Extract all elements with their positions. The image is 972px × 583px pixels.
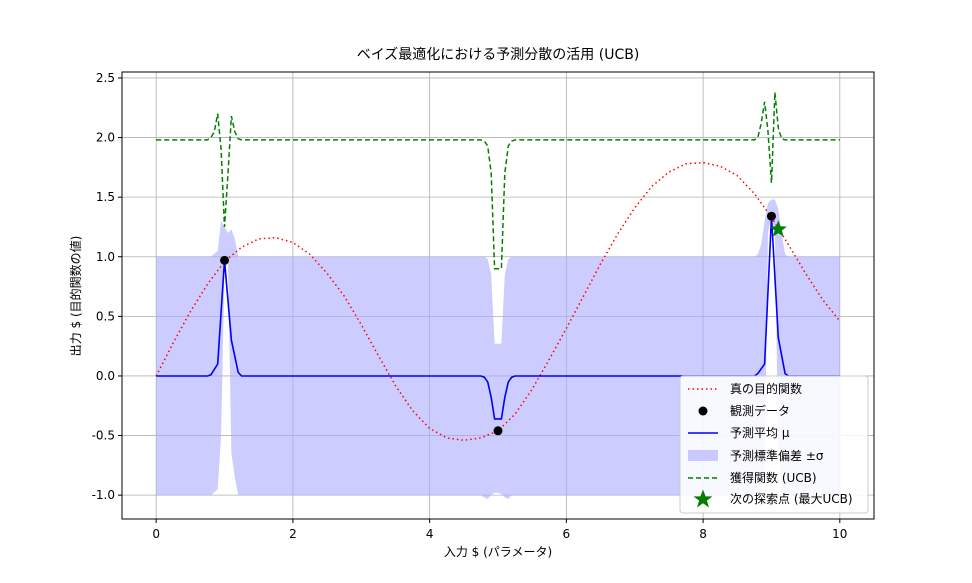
acquisition-ucb-line: [156, 92, 840, 270]
markers: [220, 211, 787, 436]
plot-area: [122, 72, 874, 519]
x-tick-label: 8: [699, 527, 707, 541]
x-tick-label: 2: [289, 527, 297, 541]
y-tick-label: 1.0: [96, 250, 115, 264]
chart-title: ベイズ最適化における予測分散の活用 (UCB): [357, 46, 640, 63]
legend-label-band: 予測標準偏差 ±σ: [730, 448, 824, 463]
x-tick-label: 4: [426, 527, 434, 541]
x-axis-ticks: 0 2 4 6 8 10: [152, 519, 847, 541]
legend-swatch-band: [688, 450, 718, 461]
observation-point: [766, 211, 776, 221]
observation-point: [493, 426, 503, 436]
y-tick-label: 1.5: [96, 190, 115, 204]
y-axis-ticks: -1.0 -0.5 0.0 0.5 1.0 1.5 2.0 2.5: [92, 71, 122, 502]
y-tick-label: -1.0: [92, 488, 115, 502]
next-point-star: [769, 220, 787, 237]
x-axis-label: 入力 $ (パラメータ): [444, 545, 552, 559]
x-tick-label: 0: [152, 527, 160, 541]
legend-label-next-point: 次の探索点 (最大UCB): [730, 492, 853, 506]
x-tick-label: 6: [563, 527, 571, 541]
y-tick-label: 2.5: [96, 71, 115, 85]
legend-box: [679, 375, 869, 514]
y-tick-label: 0.5: [96, 309, 115, 323]
legend-label-acquisition: 獲得関数 (UCB): [730, 470, 817, 485]
legend-label-true-function: 真の目的関数: [730, 381, 802, 396]
predicted-mean-line: [156, 216, 840, 420]
plot-frame: [121, 71, 875, 520]
legend-swatch-observations: [698, 406, 708, 416]
y-tick-label: 2.0: [96, 131, 115, 145]
legend-label-mean: 予測平均 μ: [730, 426, 790, 440]
legend: 真の目的関数 観測データ 予測平均 μ 予測標準偏差 ±σ 獲得関数 (UCB)…: [679, 375, 869, 514]
legend-swatch-next-point: [693, 489, 713, 508]
series-lines: [155, 92, 841, 442]
legend-label-observations: 観測データ: [730, 403, 790, 418]
observation-point: [220, 255, 230, 265]
y-tick-label: 0.0: [96, 369, 115, 383]
y-axis-label: 出力 $ (目的関数の値): [68, 236, 83, 357]
y-tick-label: -0.5: [92, 429, 115, 443]
x-tick-label: 10: [832, 527, 847, 541]
true-function-line: [155, 161, 841, 442]
